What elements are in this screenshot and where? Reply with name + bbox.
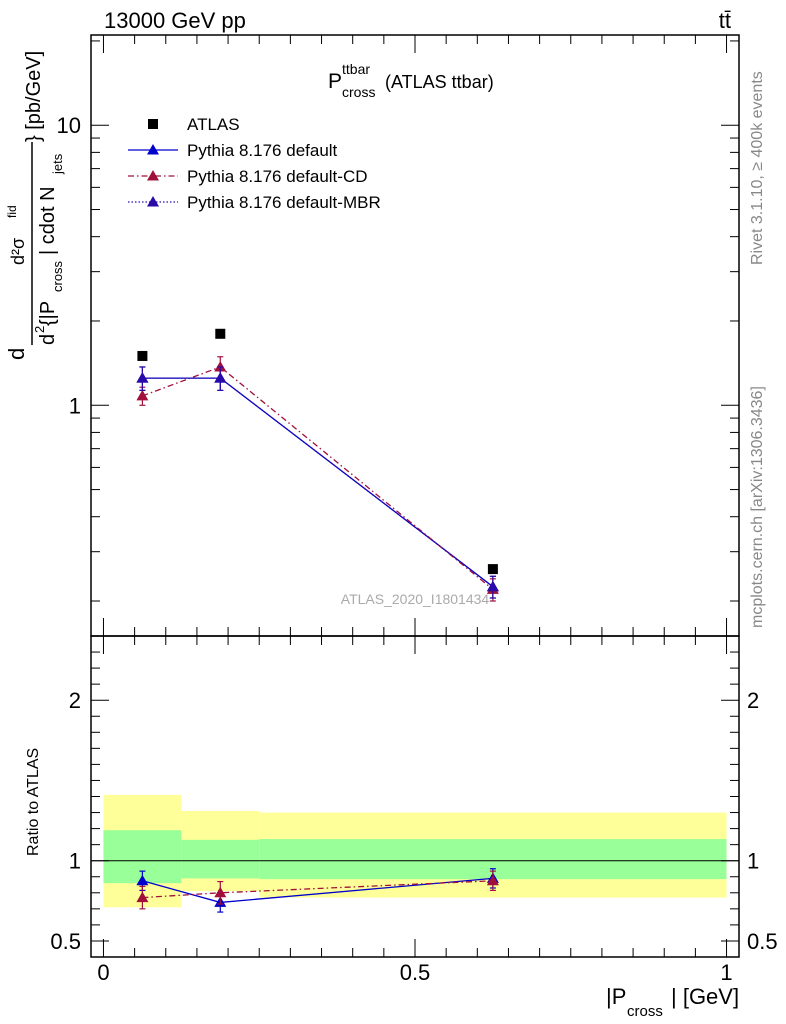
chart-title-sub: cross xyxy=(342,84,375,100)
data-point xyxy=(136,389,149,401)
ratio-point xyxy=(214,886,227,898)
legend-marker xyxy=(147,170,159,181)
series-line xyxy=(142,366,494,590)
ylabel-den-sub2: jets xyxy=(50,153,65,175)
legend-label: ATLAS xyxy=(187,115,240,134)
ylabel-unit: } [pb/GeV] xyxy=(23,51,45,142)
legend-label: Pythia 8.176 default-MBR xyxy=(187,193,381,212)
ratio-point xyxy=(136,891,149,903)
ratio-y-tick-label: 2 xyxy=(69,688,81,713)
data-point xyxy=(215,328,226,339)
data-point xyxy=(486,580,499,592)
ylabel-den-sup: 2 xyxy=(32,326,47,333)
legend-label: Pythia 8.176 default-CD xyxy=(187,167,368,186)
x-tick-label: 0 xyxy=(97,960,109,985)
chart-title-main: P xyxy=(328,70,342,93)
chart-title-sup: ttbar xyxy=(342,61,370,77)
chart-title: P ttbar cross (ATLAS ttbar) xyxy=(328,61,494,100)
data-point xyxy=(487,564,498,575)
data-point xyxy=(136,372,149,383)
data-point xyxy=(214,372,227,383)
mcplots-source-text: mcplots.cern.ch [arXiv:1306.3436] xyxy=(749,386,766,628)
analysis-watermark: ATLAS_2020_I1801434 xyxy=(341,591,490,607)
x-tick-label: 0.5 xyxy=(400,960,431,985)
series-line xyxy=(142,377,494,588)
x-axis-label: |P cross | [GeV] xyxy=(606,984,739,1020)
legend-marker xyxy=(148,119,158,129)
ratio-y-axis-label: Ratio to ATLAS xyxy=(25,748,42,856)
chart-title-suffix: (ATLAS ttbar) xyxy=(385,72,494,92)
series-2 xyxy=(136,356,499,602)
ylabel-num-sigma-sup: fid xyxy=(5,205,19,218)
ylabel-den-sub: cross xyxy=(50,260,65,292)
ratio-y-tick-label-right: 2 xyxy=(747,688,759,713)
xlabel-post: | [GeV] xyxy=(671,984,739,1009)
x-tick-label: 1 xyxy=(720,960,732,985)
legend-label: Pythia 8.176 default xyxy=(187,141,338,160)
ratio-line xyxy=(142,880,493,899)
series-1 xyxy=(136,366,499,599)
ratio-point xyxy=(136,874,149,886)
ylabel-den-text: {|P xyxy=(37,301,59,326)
xlabel-sub: cross xyxy=(627,1003,663,1020)
legend-marker xyxy=(147,196,159,207)
ratio-y-tick-label-right: 1 xyxy=(747,849,759,874)
data-point xyxy=(137,350,148,361)
main-y-axis-label: d d²σ fid d 2 {|P cross | cdot N jets } … xyxy=(4,51,65,360)
main-y-tick-label: 10 xyxy=(57,113,81,138)
ratio-y-tick-label: 0.5 xyxy=(50,929,81,954)
ratio-y-tick-label-right: 0.5 xyxy=(747,929,778,954)
xlabel-pre: |P xyxy=(606,984,626,1009)
ratio-y-tick-label: 1 xyxy=(69,849,81,874)
ylabel-d: d xyxy=(4,348,29,360)
ratio-point xyxy=(486,874,499,886)
uncertainty-band-inner xyxy=(181,839,260,879)
data-point xyxy=(214,360,227,372)
ylabel-den-prefix: d xyxy=(37,334,59,345)
process-label: tt̄ xyxy=(719,8,731,33)
energy-label: 13000 GeV pp xyxy=(104,8,246,33)
ylabel-num-sigma: d²σ xyxy=(8,238,28,265)
series-line xyxy=(142,377,494,588)
main-y-tick-label: 1 xyxy=(69,393,81,418)
ratio-plot-frame xyxy=(90,635,740,958)
legend: ATLAS Pythia 8.176 default Pythia 8.176 de… xyxy=(128,115,381,212)
rivet-version-text: Rivet 3.1.10, ≥ 400k events xyxy=(749,71,766,265)
ylabel-den-text2: | cdot N xyxy=(37,186,59,255)
series-0 xyxy=(137,328,498,575)
series-3 xyxy=(136,366,499,599)
legend-marker xyxy=(147,144,159,155)
ratio-series-1 xyxy=(136,870,499,910)
